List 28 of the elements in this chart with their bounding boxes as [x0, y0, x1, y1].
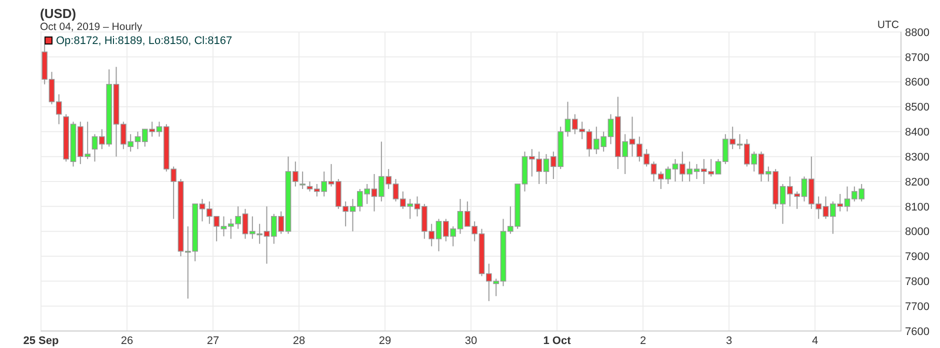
- x-tick-label: 2: [640, 335, 646, 347]
- y-tick-label: 8300: [905, 151, 930, 164]
- x-tick-label: 3: [726, 335, 732, 347]
- y-tick-label: 8600: [905, 76, 930, 89]
- x-tick-label: 1 Oct: [543, 335, 572, 347]
- y-tick-label: 8000: [905, 226, 930, 238]
- candlestick: [300, 171, 306, 190]
- text: UTC: [877, 19, 900, 31]
- x-tick-label: 4: [812, 335, 818, 347]
- chart-title: (USD): [40, 6, 76, 21]
- y-tick-label: 8100: [905, 201, 930, 214]
- x-tick-label: 27: [206, 335, 220, 347]
- x-tick-label: 28: [292, 335, 306, 347]
- x-tick-label: 29: [378, 335, 392, 347]
- x-tick-label: 25 Sep: [23, 335, 60, 347]
- y-tick-label: 7900: [905, 251, 930, 264]
- chart-subtitle: Oct 04, 2019 – Hourly: [40, 21, 143, 33]
- y-tick-label: 8400: [905, 126, 930, 139]
- y-tick-label: 8500: [905, 102, 930, 114]
- y-tick-label: 7700: [905, 300, 930, 313]
- x-tick-label: 30: [464, 335, 478, 347]
- y-tick-label: 8200: [905, 176, 930, 188]
- y-tick-label: 8700: [905, 52, 930, 64]
- annotation: Op:8172, Hi:8189, Lo:8150, Cl:8167: [56, 35, 232, 47]
- x-tick-label: 26: [120, 335, 134, 347]
- y-tick-label: 7600: [905, 326, 930, 338]
- y-tick-label: 8800: [905, 26, 930, 39]
- y-tick-label: 7800: [905, 276, 930, 288]
